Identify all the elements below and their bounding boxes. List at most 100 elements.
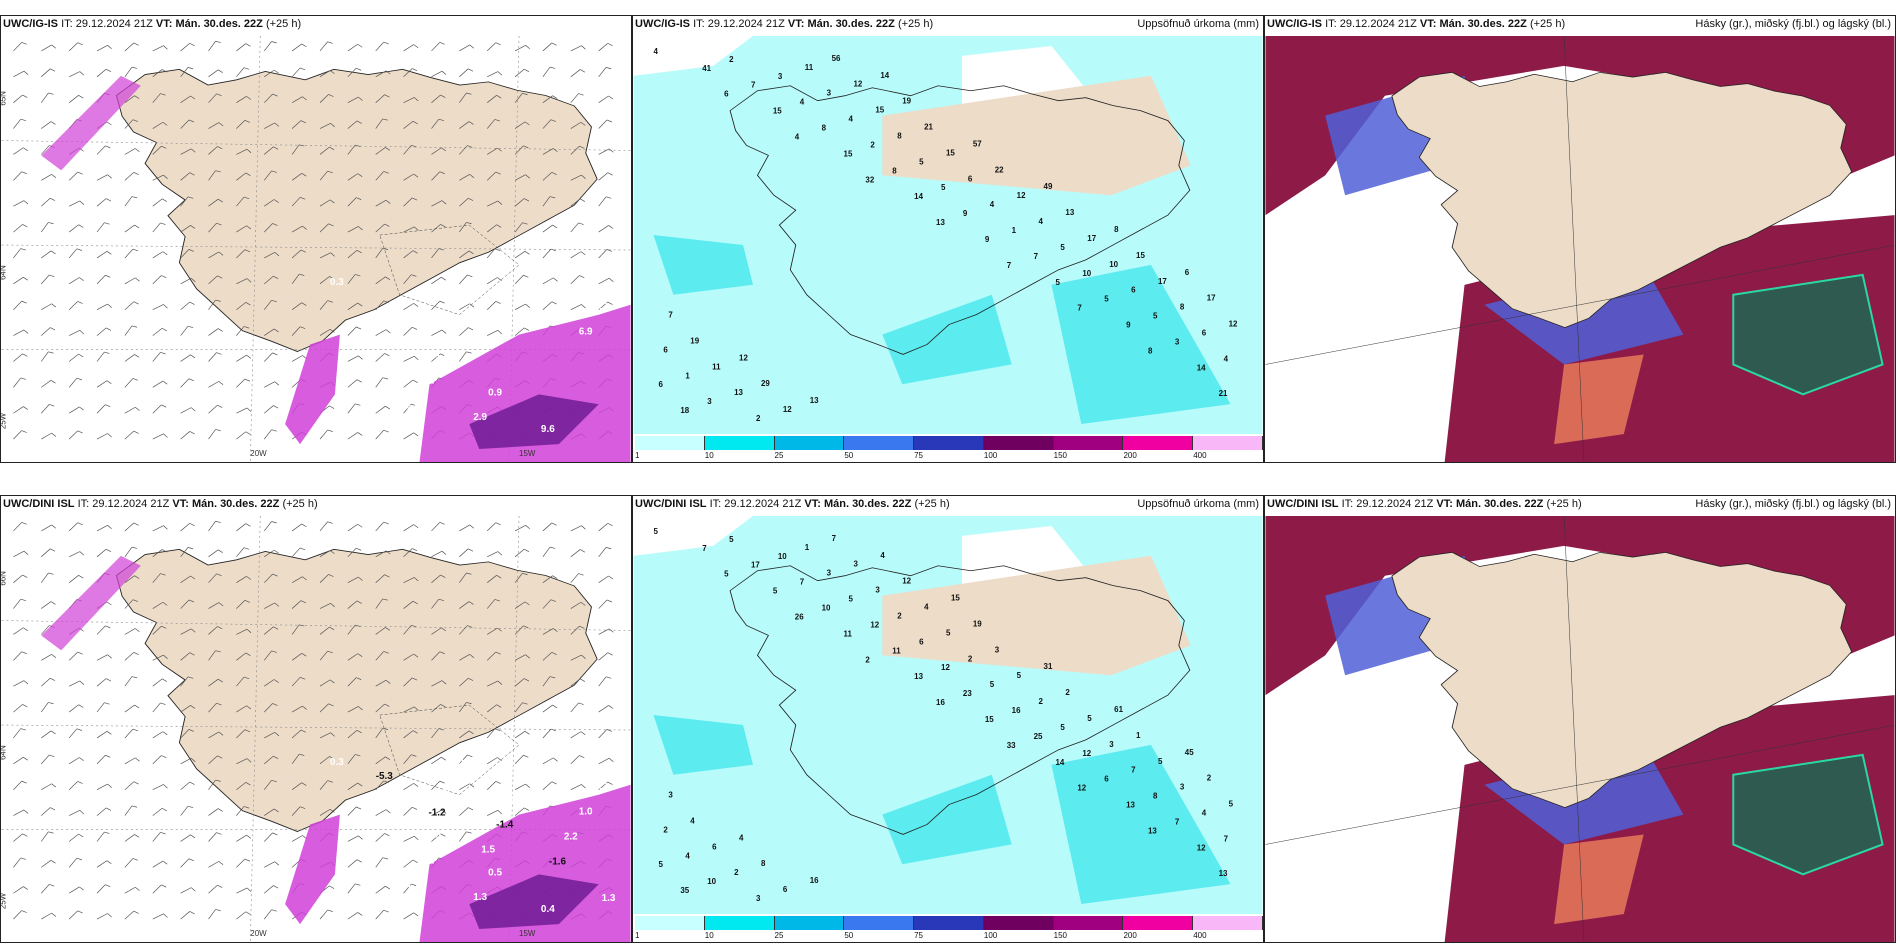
wind-barb <box>180 119 195 129</box>
wind-barb <box>291 249 306 259</box>
wind-map: 66N 64N 25W 20W 15W 0.3 0.3 0.3 0.5 0.4 0.3 1.2 1.2 1… <box>1 516 631 942</box>
wind-barb <box>96 250 112 259</box>
wind-barb <box>598 705 614 713</box>
wind-barb <box>124 546 138 558</box>
precip-value-label: 17 <box>751 561 760 570</box>
precip-value-label: 8 <box>1180 303 1185 312</box>
wind-barb <box>208 650 221 661</box>
wind-barb <box>403 706 419 713</box>
wind-barb <box>96 404 111 414</box>
wind-barb <box>180 148 196 155</box>
wind-barb <box>41 197 56 207</box>
wind-barb <box>514 174 530 181</box>
wind-barb <box>96 433 112 440</box>
precip-value-label: 6 <box>1131 286 1136 295</box>
wind-barb <box>236 172 251 181</box>
wind-barb <box>124 95 140 103</box>
wind-barb <box>152 784 168 791</box>
wind-barb <box>291 523 307 532</box>
wind-barb <box>13 780 27 790</box>
wind-barb <box>542 301 557 310</box>
precip-value-label: 7 <box>1007 261 1012 270</box>
wind-barb <box>514 754 529 765</box>
wind-barb <box>13 886 28 894</box>
wind-barb <box>68 910 83 920</box>
wind-barb <box>403 859 418 868</box>
wind-barb <box>542 224 558 233</box>
wind-barb <box>291 576 307 583</box>
wind-barb <box>291 67 306 78</box>
colorbar-tick-label: 50 <box>844 451 854 460</box>
wind-barb <box>542 599 557 609</box>
wind-barb <box>347 379 362 388</box>
wind-barb <box>124 66 138 78</box>
wind-barb <box>124 858 139 868</box>
wind-barb <box>487 757 502 765</box>
precip-value-label: 5 <box>919 157 924 166</box>
wind-barb <box>347 355 363 362</box>
wind-barb <box>570 784 586 791</box>
wind-barb <box>347 624 361 635</box>
precip-value-label: 3 <box>707 397 712 406</box>
wind-barb <box>264 549 279 558</box>
wind-barb <box>486 728 501 739</box>
wind-barb <box>152 380 168 388</box>
wind-value-label: 0.4 <box>541 904 555 915</box>
wind-barb <box>514 654 530 661</box>
wind-value-label: 0.3 <box>330 757 344 768</box>
colorbar-swatch <box>1053 436 1124 450</box>
wind-barb <box>459 197 474 207</box>
precip-value-label: 17 <box>1207 294 1216 303</box>
colorbar-swatch <box>1053 916 1124 930</box>
wind-barb <box>542 66 556 78</box>
precip-value-label: 19 <box>690 336 699 345</box>
wind-barb <box>486 575 502 583</box>
wind-barb <box>514 274 529 285</box>
wind-barb <box>13 406 28 414</box>
precip-value-label: 6 <box>1185 268 1190 277</box>
wind-barb <box>208 352 222 362</box>
wind-barb <box>13 118 27 129</box>
wind-barb <box>431 353 446 362</box>
wind-barb <box>152 327 167 336</box>
wind-barb <box>263 299 277 310</box>
lat-label: 66N <box>1 571 7 586</box>
panel-header: UWC/DINI ISL IT: 29.12.2024 21Z VT: Mán.… <box>635 498 1259 514</box>
wind-barb <box>208 678 223 687</box>
wind-barb <box>291 326 306 336</box>
precip-value-label: 19 <box>973 619 982 628</box>
wind-barb <box>291 43 307 52</box>
wind-value-label: 5.3 <box>391 905 405 916</box>
precip-band <box>882 294 1012 385</box>
precip-value-label: 13 <box>1148 826 1157 835</box>
wind-barb <box>319 732 335 739</box>
wind-barb <box>291 273 305 285</box>
wind-barb <box>180 858 195 868</box>
precip-value-label: 8 <box>1148 346 1153 355</box>
wind-barb <box>208 222 222 233</box>
panel-header: UWC/IG-IS IT: 29.12.2024 21Z VT: Mán. 30… <box>635 18 1259 34</box>
wind-barb <box>263 703 278 713</box>
precip-value-label: 10 <box>822 604 831 613</box>
wind-barb <box>124 910 139 920</box>
wind-value-label: -1.2 <box>428 808 446 819</box>
wind-barb <box>208 40 221 52</box>
wind-value-label: 2.9 <box>473 412 487 423</box>
wind-barb <box>180 757 196 765</box>
no-precip-area <box>633 36 753 76</box>
wind-barb <box>375 276 391 285</box>
wind-barb <box>375 405 391 414</box>
precip-value-label: 6 <box>1202 328 1207 337</box>
wind-barb <box>208 122 224 129</box>
wind-barb <box>459 625 473 635</box>
wind-barb <box>431 809 447 816</box>
colorbar-tick-label: 400 <box>1193 451 1207 460</box>
precip-value-label: 8 <box>1153 792 1158 801</box>
wind-barb <box>347 859 362 868</box>
wind-barb <box>13 598 27 609</box>
lat-label: 64N <box>1 745 7 760</box>
precip-value-label: 1 <box>805 543 810 552</box>
wind-value-label: 1.8 <box>435 350 449 361</box>
wind-barb <box>459 524 475 532</box>
wind-barb <box>403 379 418 388</box>
